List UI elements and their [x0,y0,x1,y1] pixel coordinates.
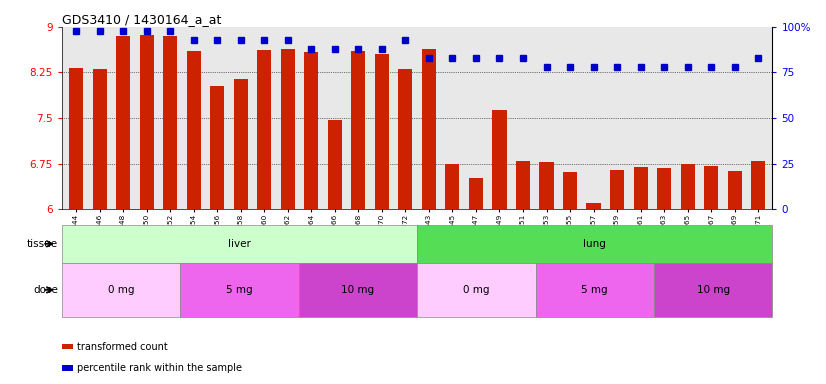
Bar [492,110,506,209]
Text: liver: liver [228,239,251,249]
Bar [728,171,742,209]
Bar [751,161,765,209]
Bar [535,263,654,317]
Bar [469,178,483,209]
Bar [516,161,530,209]
Bar [62,263,180,317]
Bar [654,263,772,317]
Bar [328,120,342,209]
Bar [563,172,577,209]
Text: lung: lung [583,239,606,249]
Bar [417,225,772,263]
Bar [375,54,389,209]
Text: 5 mg: 5 mg [226,285,253,295]
Bar [304,53,318,209]
Bar [234,79,248,209]
Text: transformed count: transformed count [77,342,168,352]
Text: 10 mg: 10 mg [696,285,729,295]
Bar [417,263,535,317]
Text: dose: dose [33,285,58,295]
Bar [634,167,648,209]
Bar [69,68,83,209]
Bar [62,225,417,263]
Bar [116,36,131,209]
Bar [539,162,553,209]
Bar [445,164,459,209]
Text: 0 mg: 0 mg [463,285,490,295]
Bar [704,166,719,209]
Text: 5 mg: 5 mg [582,285,608,295]
Text: 0 mg: 0 mg [108,285,135,295]
Bar [187,51,201,209]
Bar [351,51,365,209]
Bar [422,50,436,209]
Bar [610,170,624,209]
Text: GDS3410 / 1430164_a_at: GDS3410 / 1430164_a_at [62,13,221,26]
Bar [180,263,299,317]
Bar [257,50,271,209]
Text: percentile rank within the sample: percentile rank within the sample [77,363,242,373]
Bar [281,50,295,209]
Text: 10 mg: 10 mg [341,285,374,295]
Bar [210,86,224,209]
Bar [398,70,412,209]
Bar [681,164,695,209]
Bar [93,70,107,209]
Bar [586,203,601,209]
Bar [140,35,154,209]
Bar [163,36,178,209]
Bar [657,168,672,209]
Text: tissue: tissue [26,239,58,249]
Bar [299,263,417,317]
